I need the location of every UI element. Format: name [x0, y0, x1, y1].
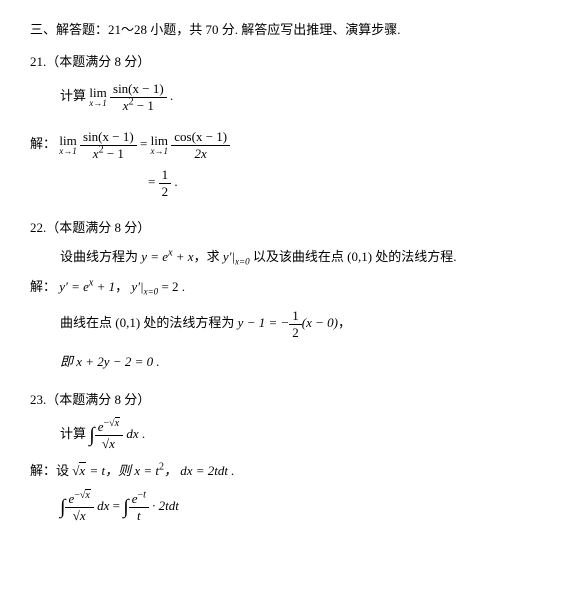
fraction: 1 2 — [159, 167, 172, 199]
problem-21-prompt: 计算 lim x→1 sin(x − 1) x2 − 1 . — [60, 81, 542, 113]
limit-icon: lim x→1 — [59, 134, 77, 156]
fraction: sin(x − 1) x2 − 1 — [110, 81, 167, 113]
section-header: 三、解答题：21～28 小题，共 70 分. 解答应写出推理、演算步骤. — [30, 20, 542, 40]
problem-22-deriv: 解： y′ = ex + 1， y′|x=0 = 2 . — [30, 277, 542, 297]
problem-23-sub: 解：设 x = t，则 x = t2， dx = 2tdt . — [30, 461, 542, 481]
prompt-prefix: 计算 — [60, 88, 86, 103]
problem-21-header: 21.（本题满分 8 分） — [30, 52, 542, 72]
fraction: e−x x — [95, 419, 123, 451]
fraction: e−t t — [129, 491, 149, 523]
problem-23: 23.（本题满分 8 分） 计算 ∫ e−x x dx . 解：设 x = t，… — [30, 390, 542, 523]
answer-label: 解： — [30, 463, 56, 478]
problem-21-solution: 解： lim x→1 sin(x − 1) x2 − 1 = lim x→1 c… — [30, 129, 542, 161]
fraction: sin(x − 1) x2 − 1 — [80, 129, 137, 161]
problem-22-final: 即 x + 2y − 2 = 0 . — [60, 352, 542, 372]
problem-22-normal: 曲线在点 (0,1) 处的法线方程为 y − 1 = −12(x − 0)， — [60, 308, 542, 340]
problem-23-header: 23.（本题满分 8 分） — [30, 390, 542, 410]
prompt-prefix: 计算 — [60, 426, 86, 441]
problem-22-prompt: 设曲线方程为 y = ex + x，求 y′|x=0 以及该曲线在点 (0,1)… — [60, 247, 542, 267]
problem-21-result: = 1 2 . — [148, 167, 542, 199]
problem-22: 22.（本题满分 8 分） 设曲线方程为 y = ex + x，求 y′|x=0… — [30, 218, 542, 372]
fraction: 12 — [289, 308, 302, 340]
fraction: cos(x − 1) 2x — [171, 129, 230, 161]
answer-label: 解： — [30, 279, 56, 294]
answer-label: 解： — [30, 136, 56, 151]
problem-23-prompt: 计算 ∫ e−x x dx . — [60, 419, 542, 451]
fraction: e−x x — [65, 491, 93, 523]
problem-21: 21.（本题满分 8 分） 计算 lim x→1 sin(x − 1) x2 −… — [30, 52, 542, 200]
limit-icon: lim x→1 — [89, 86, 107, 108]
problem-23-integral-step: ∫ e−x x dx = ∫ e−t t · 2tdt — [60, 491, 542, 523]
limit-icon: lim x→1 — [151, 134, 169, 156]
sqrt-icon: x — [72, 462, 86, 478]
problem-22-header: 22.（本题满分 8 分） — [30, 218, 542, 238]
